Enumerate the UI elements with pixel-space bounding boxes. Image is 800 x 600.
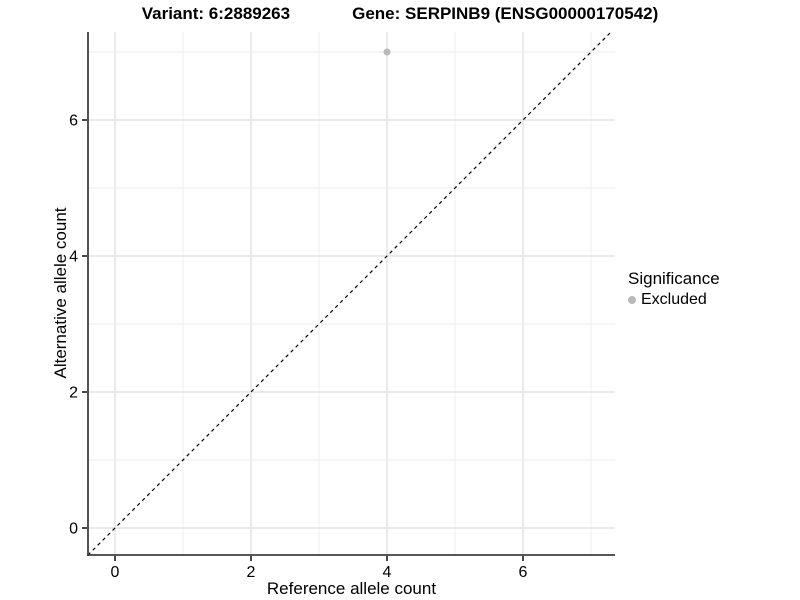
identity-dashed-line (87, 31, 612, 556)
excluded-point-icon (628, 296, 636, 304)
y-axis-title: Alternative allele count (51, 207, 70, 379)
y-tick-label: 2 (69, 385, 78, 402)
y-tick-label: 4 (69, 249, 78, 266)
legend-item-excluded: Excluded (628, 291, 720, 309)
legend: Significance Excluded (628, 269, 720, 309)
x-tick-label: 2 (247, 564, 256, 581)
x-tick-label: 0 (111, 564, 120, 581)
x-tick-label: 6 (519, 564, 528, 581)
plot-title-gene: Gene: SERPINB9 (ENSG00000170542) (352, 4, 659, 23)
y-tick-label: 0 (69, 521, 78, 538)
x-axis-title: Reference allele count (266, 579, 437, 598)
legend-item-label: Excluded (641, 291, 707, 308)
plot-title: Variant: 6:2889263 Gene: SERPINB9 (ENSG0… (0, 4, 800, 24)
y-tick-label: 6 (69, 113, 78, 130)
x-tick-label: 4 (383, 564, 392, 581)
legend-title: Significance (628, 269, 720, 288)
plot-title-variant: Variant: 6:2889263 (141, 4, 291, 23)
data-point (383, 48, 391, 56)
